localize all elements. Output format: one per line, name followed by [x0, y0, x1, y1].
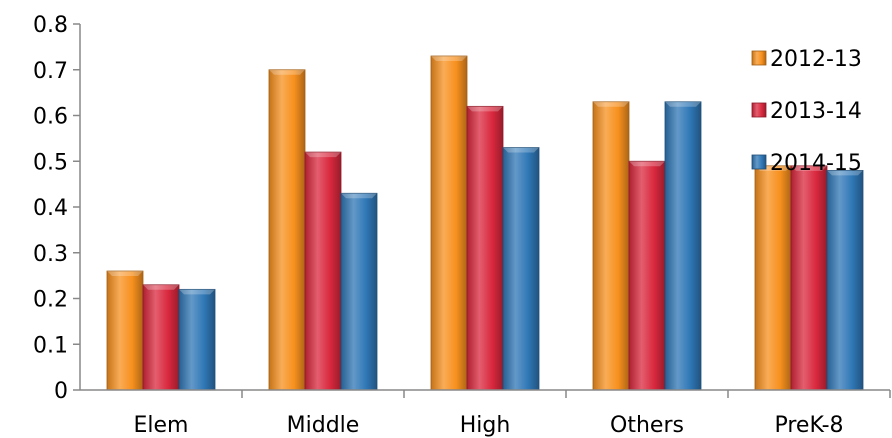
legend: 2012-13 2013-14 2014-15: [751, 47, 862, 176]
bar-others-2013-14: [628, 160, 666, 391]
bar-bevel: [791, 165, 827, 171]
bar-bevel: [467, 106, 503, 112]
legend-swatch-2013-14: [751, 102, 767, 118]
bar-elem-2012-13: [106, 270, 144, 391]
y-tick-label: 0.8: [33, 13, 68, 38]
bar-bevel: [503, 147, 539, 153]
bar-bevel: [665, 101, 701, 107]
legend-label-2012-13: 2012-13: [770, 47, 862, 72]
bar-others-2012-13: [592, 101, 630, 391]
y-tick-label: 0: [54, 379, 68, 404]
bar-bevel: [143, 284, 179, 290]
bar-elem-2013-14: [142, 284, 180, 391]
bar-prek-8-2013-14: [790, 165, 828, 391]
y-tick-label: 0.5: [33, 150, 68, 175]
bar-high-2013-14: [466, 105, 504, 391]
y-tick-label: 0.4: [33, 196, 68, 221]
bar-middle-2012-13: [268, 69, 306, 391]
bar-bevel: [431, 56, 467, 62]
bar-elem-2014-15: [178, 288, 216, 391]
legend-label-2013-14: 2013-14: [770, 99, 862, 124]
x-tick-label: Middle: [287, 413, 360, 438]
bar-bevel: [827, 170, 863, 176]
x-ticks: Elem Middle High Others PreK-8: [134, 390, 891, 438]
bar-bevel: [593, 101, 629, 107]
bar-middle-2013-14: [304, 151, 342, 391]
x-tick-label: Elem: [134, 413, 189, 438]
bar-bevel: [629, 161, 665, 167]
bar-others-2014-15: [664, 101, 702, 391]
x-tick-label: PreK-8: [774, 413, 843, 438]
y-tick-label: 0.7: [33, 59, 68, 84]
y-ticks: 0 0.1 0.2 0.3 0.4 0.5 0.6 0.7 0.8: [33, 13, 80, 404]
bar-prek-8-2012-13: [754, 165, 792, 391]
legend-label-2014-15: 2014-15: [770, 151, 862, 176]
bar-bevel: [269, 69, 305, 75]
y-tick-label: 0.1: [33, 333, 68, 358]
bar-bevel: [107, 271, 143, 277]
bar-high-2014-15: [502, 147, 540, 391]
legend-swatch-2014-15: [751, 154, 767, 170]
bar-bevel: [341, 193, 377, 199]
bars-layer: [106, 55, 864, 391]
y-tick-label: 0.3: [33, 242, 68, 267]
y-tick-label: 0.6: [33, 105, 68, 130]
bar-prek-8-2014-15: [826, 169, 864, 391]
bar-high-2012-13: [430, 55, 468, 391]
bar-middle-2014-15: [340, 192, 378, 391]
x-tick-label: Others: [610, 413, 684, 438]
bar-bevel: [179, 289, 215, 295]
y-tick-label: 0.2: [33, 288, 68, 313]
bar-bevel: [305, 152, 341, 158]
legend-swatch-2012-13: [751, 50, 767, 66]
x-tick-label: High: [460, 413, 511, 438]
